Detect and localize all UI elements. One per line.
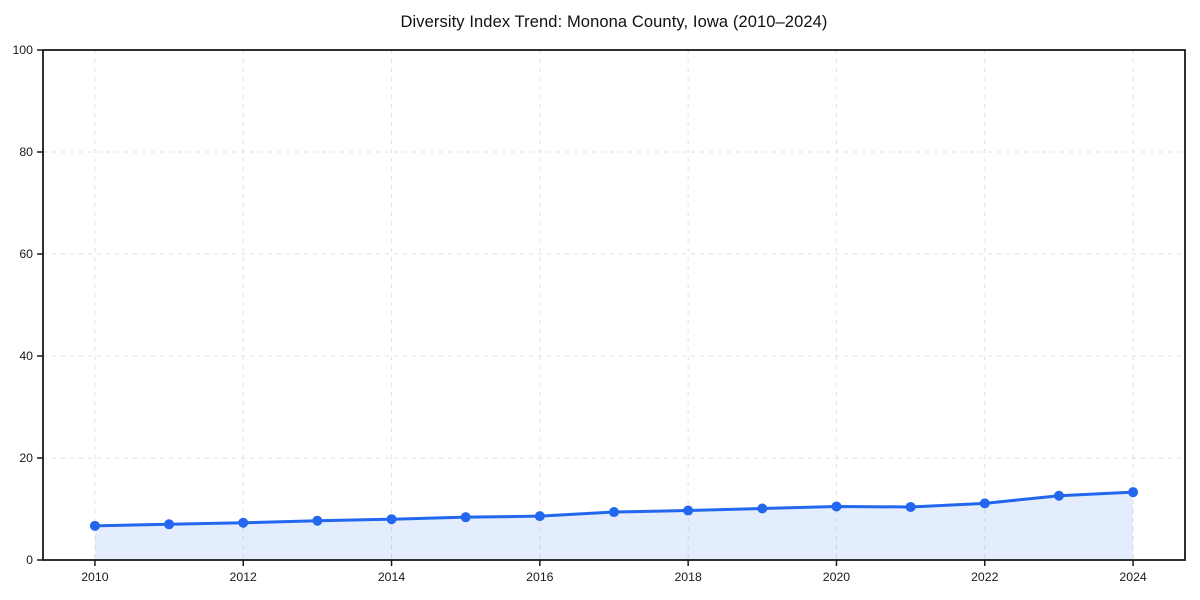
tick-label-y-60: 60	[19, 247, 33, 261]
data-point-2016	[534, 511, 545, 522]
tick-label-y-40: 40	[19, 349, 33, 363]
data-point-2013	[312, 515, 323, 526]
data-point-2017	[609, 507, 619, 518]
data-point-2023	[1053, 490, 1064, 501]
tick-label-x-2014: 2014	[378, 570, 406, 584]
data-point-2019	[757, 503, 768, 514]
data-point-2010	[89, 520, 100, 531]
tick-label-y-20: 20	[19, 451, 33, 465]
tick-label-x-2020: 2020	[823, 570, 851, 584]
series-area-fill	[94, 492, 1134, 560]
data-point-2012	[238, 517, 249, 528]
tick-label-x-2022: 2022	[971, 570, 999, 584]
data-point-2024	[1128, 487, 1139, 498]
tick-label-x-2016: 2016	[526, 570, 554, 584]
tick-label-y-0: 0	[26, 553, 33, 567]
chart-title: Diversity Index Trend: Monona County, Io…	[400, 13, 828, 31]
data-point-2021	[905, 501, 916, 512]
tick-label-y-80: 80	[19, 145, 33, 159]
data-point-2018	[683, 505, 694, 516]
axes-border	[42, 49, 1186, 561]
data-point-2011	[164, 519, 175, 530]
tick-label-x-2024: 2024	[1119, 570, 1147, 584]
tick-label-y-100: 100	[12, 43, 33, 57]
tick-label-x-2010: 2010	[81, 570, 109, 584]
tick-label-x-2012: 2012	[230, 570, 258, 584]
data-point-2014	[386, 514, 397, 525]
data-point-2022	[979, 498, 990, 509]
tick-label-x-2018: 2018	[674, 570, 702, 584]
data-point-2020	[831, 501, 842, 512]
data-point-2015	[460, 512, 471, 523]
